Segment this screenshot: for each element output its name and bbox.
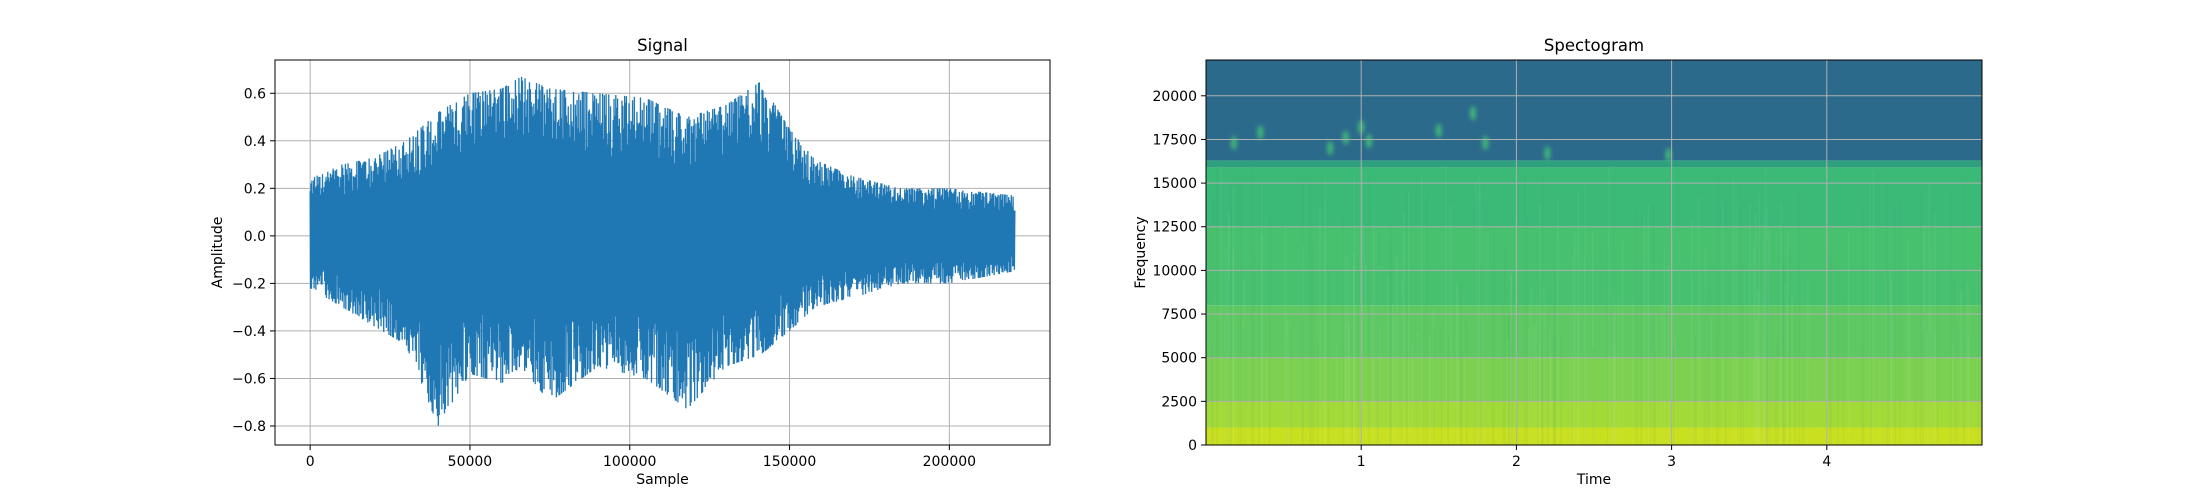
signal-y-tick-label: −0.8: [232, 419, 266, 435]
signal-y-tick-label: 0.2: [244, 181, 266, 197]
signal-y-tick-label: −0.2: [232, 276, 266, 292]
spectrogram-frame: [1205, 59, 1983, 446]
signal-x-tick-label: 0: [306, 454, 315, 470]
signal-frame: [274, 59, 1051, 446]
spectrogram-blip: [1257, 125, 1264, 140]
signal-x-tick-label: 150000: [763, 454, 816, 470]
signal-y-tick-label: 0.4: [244, 134, 266, 150]
signal-y-tick-label: −0.6: [232, 371, 266, 387]
spectrogram-y-tick-label: 12500: [1152, 220, 1197, 236]
signal-x-label: Sample: [636, 472, 689, 488]
spectrogram-blip: [1342, 130, 1349, 145]
spectrogram-blip: [1469, 106, 1476, 121]
spectrogram-x-label: Time: [1576, 472, 1611, 488]
spectrogram-y-label: Frequency: [1133, 216, 1149, 288]
spectrogram-x-tick-label: 1: [1357, 454, 1366, 470]
spectrogram-blip: [1544, 146, 1551, 161]
spectrogram-image: [1206, 60, 1982, 445]
spectrogram-x-tick-label: 2: [1512, 454, 1521, 470]
spectrogram-y-tick-label: 15000: [1152, 176, 1197, 192]
spectrogram-x-tick-label: 3: [1667, 454, 1676, 470]
spectrogram-title: Spectogram: [1544, 36, 1644, 55]
spectrogram-blip: [1365, 134, 1372, 149]
signal-y-tick-label: −0.4: [232, 324, 266, 340]
spectrogram-band: [1206, 60, 1982, 161]
spectrogram-blip: [1230, 135, 1237, 150]
signal-waveform: [309, 76, 1016, 426]
signal-plot: 0 50000 100000 150000 200000 −0.8−0.6−0.4−0.…: [210, 36, 1051, 488]
spectrogram-x-axis: 1 2 3 4: [1357, 445, 1831, 470]
signal-y-tick-label: 0.6: [244, 86, 266, 102]
signal-y-axis: −0.8 −0.6 −0.4 −0.2 0.0 0.2 0.4 0.6: [232, 86, 275, 435]
spectrogram-band: [1206, 401, 1982, 428]
spectrogram-blip: [1327, 141, 1334, 156]
spectrogram-x-tick-label: 4: [1822, 454, 1831, 470]
spectrogram-y-tick-label: 17500: [1152, 132, 1197, 148]
signal-x-tick-label: 50000: [448, 454, 493, 470]
spectrogram-y-tick-label: 7500: [1161, 307, 1197, 323]
spectrogram-y-tick-label: 2500: [1161, 394, 1197, 410]
spectrogram-blip: [1482, 135, 1489, 150]
spectrogram-blip: [1435, 123, 1442, 138]
signal-y-label: Amplitude: [210, 217, 226, 289]
signal-x-axis: 0 50000 100000 150000 200000: [306, 445, 976, 470]
spectrogram-y-axis: 0 2500 5000 7500 10000 12500 15000 17500 20000: [1152, 89, 1206, 454]
spectrogram-plot: 1 2 3 4 0 2500 5000 7500 10000 12500 15000 17500 20…: [1133, 36, 1983, 488]
signal-title: Signal: [637, 36, 688, 55]
signal-x-tick-label: 100000: [603, 454, 656, 470]
spectrogram-y-tick-label: 20000: [1152, 89, 1197, 105]
spectrogram-band: [1206, 357, 1982, 402]
spectrogram-blip: [1665, 148, 1672, 163]
signal-line: [309, 76, 1016, 426]
spectrogram-band: [1206, 167, 1982, 227]
spectrogram-y-tick-label: 10000: [1152, 263, 1197, 279]
spectrogram-band: [1206, 160, 1982, 168]
spectrogram-band: [1206, 427, 1982, 445]
signal-x-tick-label: 200000: [923, 454, 976, 470]
spectrogram-y-tick-label: 0: [1188, 438, 1197, 454]
signal-y-tick-label: 0.0: [244, 229, 266, 245]
spectrogram-band: [1206, 226, 1982, 306]
spectrogram-y-tick-label: 5000: [1161, 351, 1197, 367]
